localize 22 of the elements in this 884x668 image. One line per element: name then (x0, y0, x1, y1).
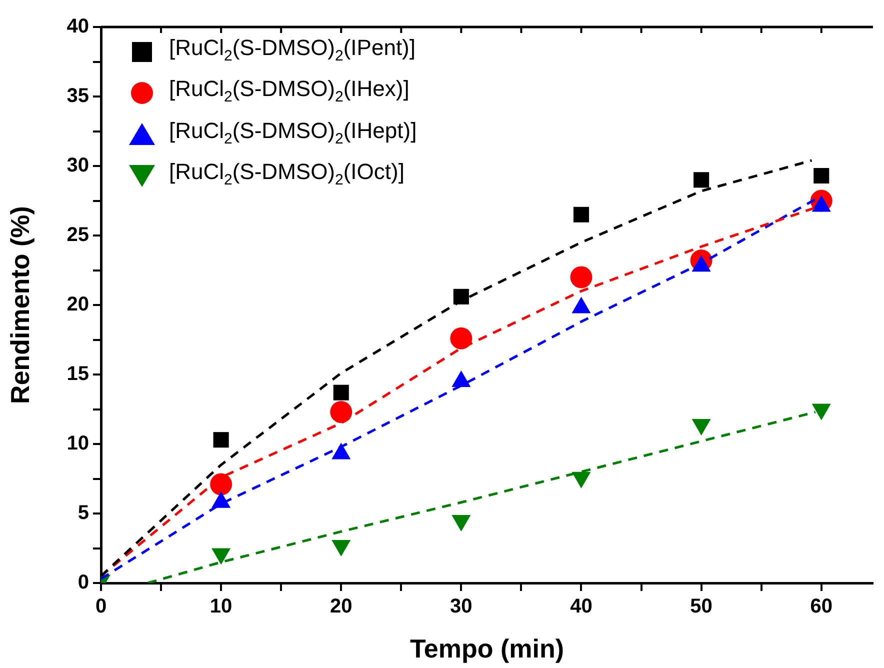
legend-label: [RuCl$_{2}$(S-DMSO)$_{2}$(IPent)] (169, 34, 416, 66)
y-tick-label: 35 (66, 85, 89, 108)
x-tick-label: 20 (330, 596, 352, 618)
x-tick-label: 30 (450, 596, 472, 618)
y-tick-label: 25 (66, 224, 89, 246)
y-tick-label: 0 (78, 572, 89, 594)
x-axis-title: Tempo (min) (410, 634, 564, 664)
y-tick-label: 30 (66, 154, 89, 177)
y-tick-label: 40 (66, 16, 89, 38)
legend-label: [RuCl$_{2}$(S-DMSO)$_{2}$(IOct)] (169, 158, 404, 191)
y-tick-label: 15 (66, 363, 89, 386)
x-tick-label: 50 (690, 596, 712, 618)
legend-label: [RuCl$_{2}$(S-DMSO)$_{2}$(IHept)] (169, 116, 417, 150)
legend-label: [RuCl$_{2}$(S-DMSO)$_{2}$(IHex)] (169, 75, 410, 108)
x-tick-label: 10 (210, 596, 232, 618)
y-axis-title: Rendimento (%) (4, 206, 35, 404)
x-tick-label: 60 (810, 596, 832, 618)
y-tick-label: 5 (78, 502, 89, 524)
x-tick-label: 0 (95, 596, 107, 618)
y-tick-label: 20 (66, 294, 89, 316)
x-tick-label: 40 (570, 596, 592, 618)
y-tick-label: 10 (66, 432, 89, 455)
